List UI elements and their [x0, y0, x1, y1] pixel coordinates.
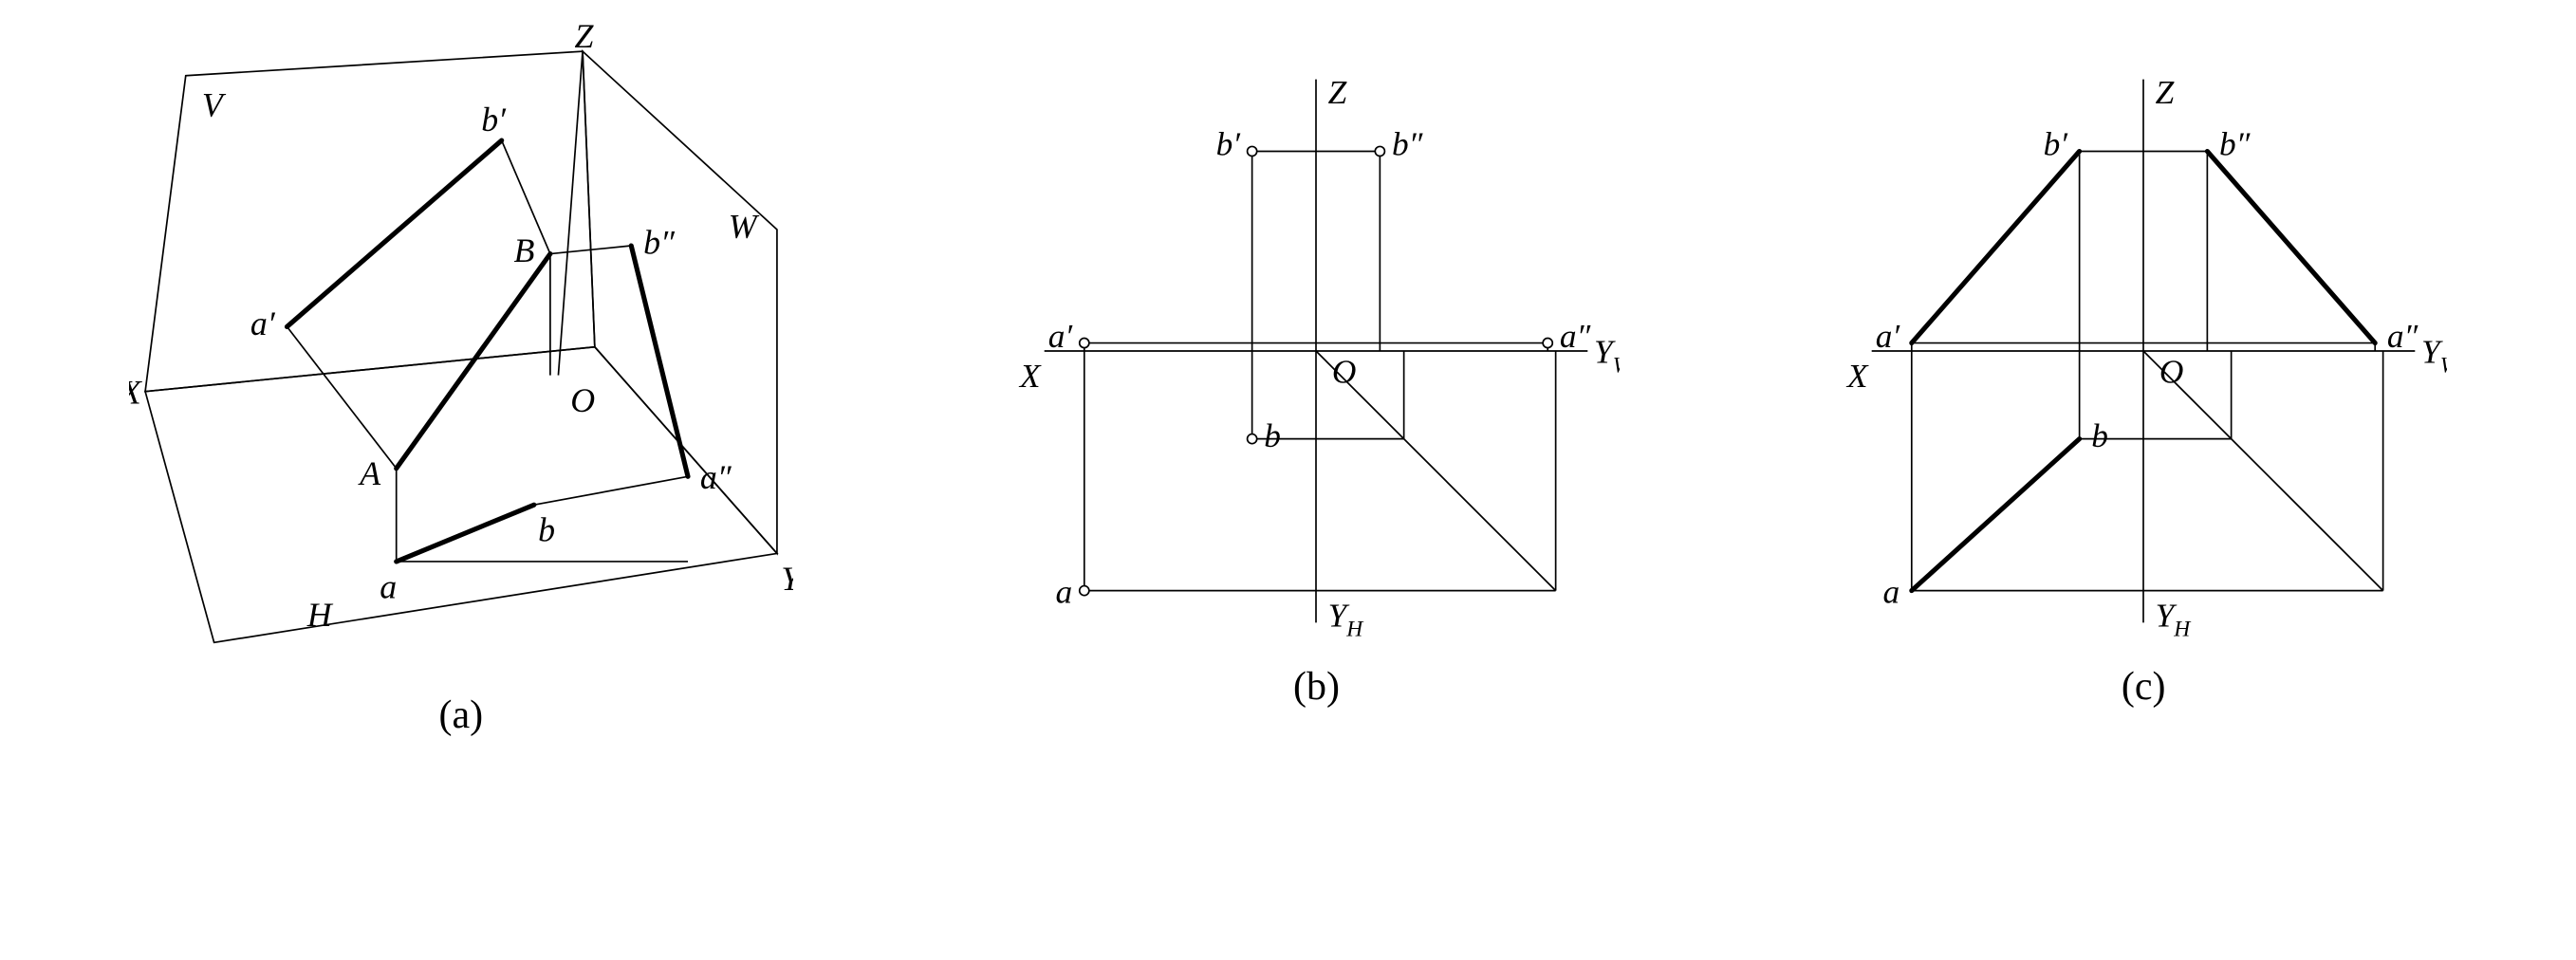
svg-text:b″: b″	[2219, 125, 2252, 163]
svg-text:V: V	[202, 85, 227, 123]
svg-text:a′: a′	[1876, 317, 1901, 355]
svg-text:YW: YW	[1595, 333, 1621, 378]
svg-text:YW: YW	[2421, 333, 2447, 378]
svg-text:a′: a′	[250, 305, 276, 342]
svg-text:b: b	[1265, 416, 1282, 454]
diagram-b: Z X O YW YH a′ b′ a″ b″ a b	[1012, 47, 1620, 655]
svg-text:O: O	[1332, 353, 1357, 391]
svg-text:X: X	[129, 373, 143, 411]
svg-text:b: b	[538, 511, 555, 549]
svg-text:O: O	[2159, 353, 2184, 391]
panel-b: Z X O YW YH a′ b′ a″ b″ a b (b)	[1012, 47, 1620, 710]
svg-text:a″: a″	[2387, 317, 2419, 355]
figure-container: V W H X Y Z O A Ba b a′ b′ a″ b″ (a) Z X O YW YH a′ b′ a″ b″ a…	[19, 19, 2557, 738]
svg-text:O: O	[570, 381, 595, 419]
svg-text:Y: Y	[781, 560, 793, 598]
svg-text:b″: b″	[1392, 125, 1424, 163]
svg-text:X: X	[1018, 357, 1042, 395]
svg-text:a″: a″	[700, 458, 732, 496]
svg-text:a: a	[1883, 572, 1900, 610]
svg-text:b: b	[2091, 416, 2108, 454]
panel-c: Z X O YW YH a′ b′ a″ b″ a b (c)	[1840, 47, 2447, 710]
svg-text:A: A	[358, 454, 381, 492]
svg-text:a: a	[380, 567, 397, 605]
svg-text:W: W	[729, 207, 760, 245]
caption-b: (b)	[1293, 664, 1340, 710]
svg-text:Z: Z	[2156, 73, 2175, 111]
svg-text:b′: b′	[481, 101, 507, 138]
svg-text:b′: b′	[1216, 125, 1242, 163]
svg-text:a: a	[1056, 572, 1073, 610]
svg-text:H: H	[306, 596, 334, 634]
svg-text:a″: a″	[1560, 317, 1592, 355]
svg-text:Z: Z	[574, 19, 594, 55]
svg-text:Z: Z	[1328, 73, 1347, 111]
panel-a: V W H X Y Z O A Ba b a′ b′ a″ b″ (a)	[129, 19, 793, 738]
diagram-a: V W H X Y Z O A Ba b a′ b′ a″ b″	[129, 19, 793, 683]
svg-text:b′: b′	[2044, 125, 2069, 163]
caption-a: (a)	[439, 692, 484, 738]
caption-c: (c)	[2122, 664, 2166, 710]
svg-text:b″: b″	[643, 224, 676, 262]
svg-text:YH: YH	[2156, 597, 2193, 642]
svg-text:YH: YH	[1328, 597, 1365, 642]
svg-text:B: B	[513, 231, 534, 269]
svg-text:a′: a′	[1048, 317, 1074, 355]
diagram-c: Z X O YW YH a′ b′ a″ b″ a b	[1840, 47, 2447, 655]
svg-text:X: X	[1845, 357, 1869, 395]
